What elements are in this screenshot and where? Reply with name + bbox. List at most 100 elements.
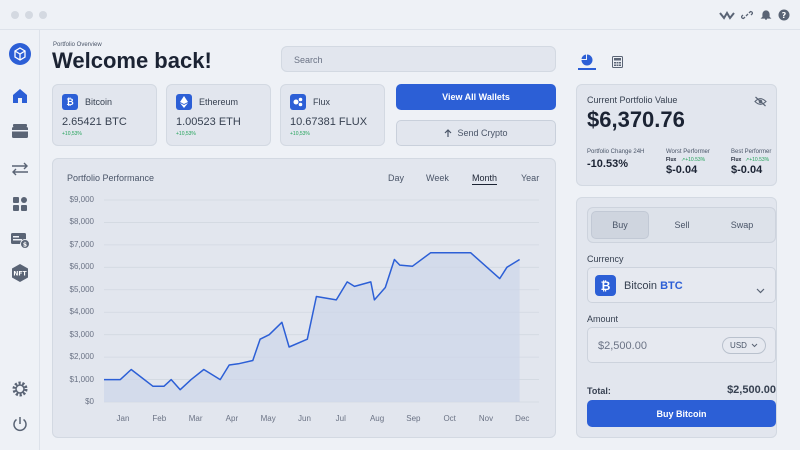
send-crypto-button[interactable]: Send Crypto	[396, 120, 556, 146]
hide-value-icon[interactable]	[754, 94, 767, 112]
y-tick-label: $9,000	[69, 195, 94, 204]
best-change: ↗+10.53%	[745, 157, 769, 163]
y-tick-label: $8,000	[69, 217, 94, 227]
currency-select[interactable]: ₿ Bitcoin BTC	[587, 267, 776, 303]
best-coin: Flux	[731, 157, 742, 163]
x-tick-label: May	[260, 414, 276, 423]
worst-change: ↗+10.53%	[681, 157, 705, 163]
pie-chart-icon	[581, 54, 593, 66]
buy-bitcoin-button[interactable]: Buy Bitcoin	[587, 400, 776, 427]
x-tick-label: Jan	[116, 414, 130, 423]
range-tab-week[interactable]: Week	[426, 173, 449, 183]
bitcoin-icon: ₿	[62, 94, 78, 110]
unit-label: USD	[730, 341, 747, 350]
x-tick-label: Feb	[152, 414, 167, 423]
svg-text:?: ?	[782, 11, 787, 20]
help-icon[interactable]: ?	[778, 8, 792, 22]
currency-code: BTC	[660, 280, 683, 292]
y-tick-label: $4,000	[69, 307, 94, 317]
worst-value: $-0.04	[666, 164, 698, 176]
worst-coin: Flux	[666, 157, 677, 163]
x-tick-label: Jun	[298, 414, 311, 423]
search-input[interactable]: Search	[281, 46, 556, 72]
nft-icon[interactable]: NFT	[9, 262, 31, 284]
wallet-change: +10,53%	[290, 131, 310, 137]
mode-sell-button[interactable]: Sell	[674, 220, 690, 230]
x-tick-label: Dec	[515, 414, 530, 423]
range-tab-month[interactable]: Month	[472, 173, 498, 185]
amount-label: Amount	[587, 314, 619, 324]
wallet-name: Flux	[313, 97, 331, 107]
amount-value: $2,500.00	[598, 340, 647, 352]
mode-swap-button[interactable]: Swap	[730, 220, 754, 230]
app-logo-icon[interactable]	[9, 43, 31, 65]
tab-calculator[interactable]	[612, 55, 624, 69]
apps-grid-icon[interactable]	[9, 193, 31, 215]
sidebar: $ NFT	[0, 30, 40, 450]
flux-icon	[290, 94, 306, 110]
portfolio-value-card: Current Portfolio Value $6,370.76 Portfo…	[576, 84, 777, 186]
wallet-card-bitcoin[interactable]: ₿ Bitcoin 2.65421 BTC +10,53%	[52, 84, 157, 146]
link-icon[interactable]	[740, 8, 755, 22]
portfolio-value: $6,370.76	[587, 107, 685, 132]
power-icon[interactable]	[9, 413, 31, 435]
unit-select[interactable]: USD	[722, 337, 766, 354]
x-tick-label: Sep	[406, 414, 421, 423]
wallet-change: +10,53%	[176, 131, 196, 137]
currency-name: Bitcoin	[624, 280, 658, 292]
wave-logo-icon[interactable]	[719, 8, 735, 22]
bell-icon[interactable]	[760, 8, 774, 22]
y-tick-label: $5,000	[69, 284, 94, 294]
chevron-down-icon	[756, 281, 765, 299]
x-tick-label: Apr	[225, 414, 239, 423]
chart-title: Portfolio Performance	[67, 173, 155, 183]
best-value: $-0.04	[731, 164, 763, 176]
range-tab-day[interactable]: Day	[388, 173, 405, 183]
value-label: Current Portfolio Value	[587, 95, 678, 105]
amount-input[interactable]: $2,500.00 USD	[587, 327, 776, 363]
range-tab-year[interactable]: Year	[521, 173, 540, 183]
billing-icon[interactable]: $	[9, 229, 31, 251]
page-title: Welcome back!	[52, 48, 212, 73]
view-all-wallets-button[interactable]: View All Wallets	[396, 84, 556, 110]
change-label: Portfolio Change 24H	[587, 149, 645, 155]
x-tick-label: Oct	[443, 414, 456, 423]
wallet-amount: 2.65421 BTC	[62, 116, 127, 128]
worst-performer-label: Worst Performer	[666, 149, 710, 155]
settings-gear-icon[interactable]	[9, 378, 31, 400]
y-tick-label: $1,000	[69, 374, 94, 384]
total-value: $2,500.00	[727, 384, 776, 396]
wallet-name: Ethereum	[199, 97, 239, 107]
section-label: Portfolio Overview	[53, 42, 102, 48]
best-performer-label: Best Performer	[731, 149, 772, 155]
calculator-icon	[612, 56, 623, 68]
send-crypto-label: Send Crypto	[457, 128, 508, 138]
wallet-card-flux[interactable]: Flux 10.67381 FLUX +10,53%	[280, 84, 385, 146]
wallet-card-ethereum[interactable]: Ethereum 1.00523 ETH +10,53%	[166, 84, 271, 146]
y-tick-label: $6,000	[69, 262, 94, 272]
best-change-value: +10.53%	[749, 157, 770, 163]
transfer-icon[interactable]	[9, 158, 31, 180]
wallet-amount: 1.00523 ETH	[176, 116, 241, 128]
wallet-icon[interactable]	[9, 120, 31, 142]
wallet-name: Bitcoin	[85, 97, 113, 107]
trend-up-icon: ↗	[745, 157, 750, 163]
total-label: Total:	[587, 386, 611, 396]
window-close-dot[interactable]	[11, 11, 19, 19]
x-tick-label: Nov	[478, 414, 494, 423]
x-tick-label: Mar	[188, 414, 203, 423]
home-icon[interactable]	[9, 85, 31, 107]
wallet-change: +10,53%	[62, 131, 82, 137]
worst-change-value: +10.53%	[685, 157, 706, 163]
currency-label: Currency	[587, 254, 624, 264]
trend-up-icon: ↗	[681, 157, 686, 163]
arrow-up-icon	[445, 128, 452, 137]
y-tick-label: $0	[85, 397, 94, 406]
tab-pie-chart[interactable]	[578, 54, 596, 70]
title-bar: ?	[0, 0, 800, 30]
window-maximize-dot[interactable]	[39, 11, 47, 19]
mode-buy-button[interactable]: Buy	[591, 211, 649, 239]
window-minimize-dot[interactable]	[25, 11, 33, 19]
y-tick-label: $3,000	[69, 329, 94, 339]
portfolio-performance-card	[52, 158, 556, 438]
